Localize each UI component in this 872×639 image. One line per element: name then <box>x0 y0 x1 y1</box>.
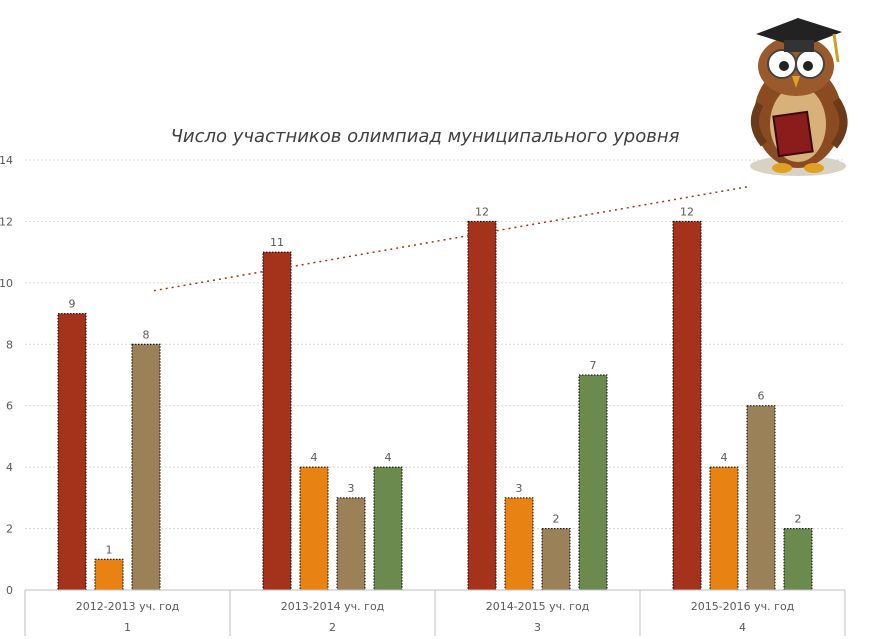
bar-4-3 <box>578 374 608 591</box>
bar-4-2 <box>373 466 403 591</box>
data-label: 6 <box>758 390 765 403</box>
category-index-label: 4 <box>739 621 746 634</box>
data-label: 2 <box>553 513 560 526</box>
bar-2-3 <box>504 497 534 591</box>
data-label: 3 <box>516 482 523 495</box>
category-index-label: 3 <box>534 621 541 634</box>
bar-2-2 <box>299 466 329 591</box>
bar-4-4 <box>783 528 813 591</box>
category-index-label: 2 <box>329 621 336 634</box>
bar-3-3 <box>541 528 571 591</box>
y-tick-label: 0 <box>6 584 13 597</box>
bar-2-1 <box>94 558 124 591</box>
bars <box>57 220 813 591</box>
bar-1-2 <box>262 251 292 591</box>
y-tick-label: 12 <box>0 215 13 228</box>
bar-3-4 <box>746 405 776 591</box>
data-label: 2 <box>795 513 802 526</box>
data-label: 4 <box>385 451 392 464</box>
data-label: 8 <box>143 328 150 341</box>
category-label: 2013-2014 уч. год <box>281 600 385 613</box>
data-label: 7 <box>590 359 597 372</box>
data-label: 4 <box>721 451 728 464</box>
y-tick-label: 8 <box>6 338 13 351</box>
y-tick-label: 2 <box>6 523 13 536</box>
data-label: 1 <box>106 543 113 556</box>
data-label: 4 <box>311 451 318 464</box>
y-axis: 0 2 4 6 8 10 12 14 <box>0 154 13 597</box>
bar-3-2 <box>336 497 366 591</box>
data-label: 9 <box>69 298 76 311</box>
category-label: 2015-2016 уч. год <box>691 600 795 613</box>
bar-2-4 <box>709 466 739 591</box>
trendline <box>153 185 750 292</box>
data-label: 12 <box>680 205 694 218</box>
bar-1-1 <box>57 313 87 591</box>
y-tick-label: 14 <box>0 154 13 167</box>
data-label: 3 <box>348 482 355 495</box>
data-label: 12 <box>475 205 489 218</box>
data-label: 11 <box>270 236 284 249</box>
category-table: 2012-2013 уч. год 1 2013-2014 уч. год 2 2014… <box>24 589 846 636</box>
bar-3-1 <box>131 343 161 591</box>
trendline-line <box>153 185 750 292</box>
category-label: 2012-2013 уч. год <box>76 600 180 613</box>
owl-professor-with-book-icon <box>750 18 848 176</box>
y-tick-label: 4 <box>6 461 13 474</box>
gridlines <box>25 159 845 591</box>
bar-1-3 <box>467 220 497 591</box>
category-label: 2014-2015 уч. год <box>486 600 590 613</box>
y-tick-label: 10 <box>0 277 13 290</box>
category-index-label: 1 <box>124 621 131 634</box>
chart-title: Число участников олимпиад муниципального… <box>171 126 680 147</box>
y-tick-label: 6 <box>6 400 13 413</box>
bar-1-4 <box>672 220 702 591</box>
